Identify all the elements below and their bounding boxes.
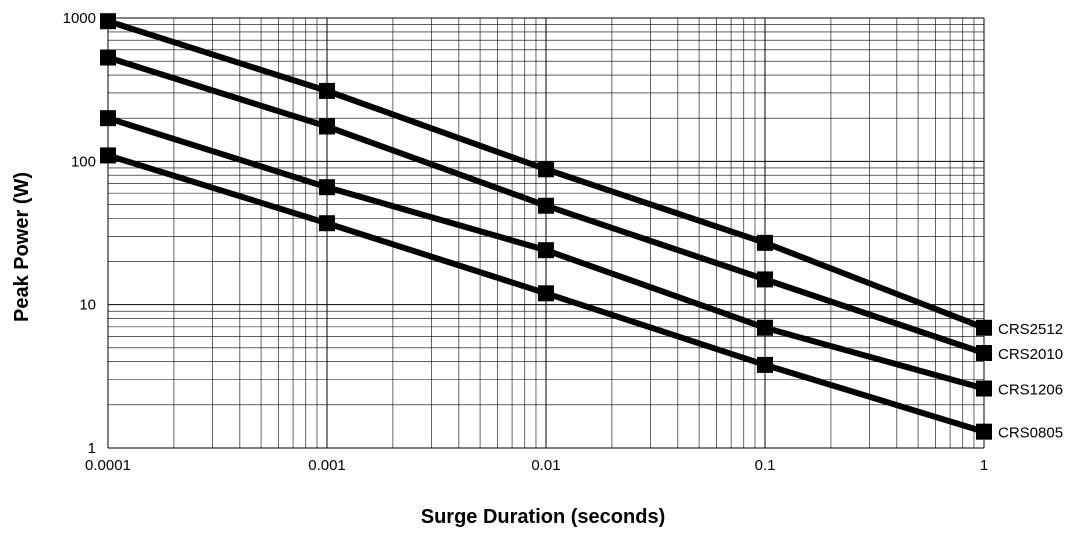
data-point-crs2512 — [757, 234, 773, 251]
series-crs1206: CRS1206 — [100, 110, 1063, 399]
data-point-crs2512 — [976, 319, 992, 336]
series-group: CRS2512 CRS2010 CRS1206 CRS0805 — [100, 13, 1063, 442]
series-crs2512: CRS2512 — [100, 13, 1063, 338]
x-tick-label: 0.1 — [755, 457, 776, 474]
data-point-crs1206 — [100, 110, 116, 127]
series-label-crs2512: CRS2512 — [998, 321, 1063, 338]
y-tick-label: 1 — [88, 440, 96, 457]
grid — [107, 17, 985, 449]
data-point-crs0805 — [319, 215, 335, 232]
series-label-crs2010: CRS2010 — [998, 346, 1063, 363]
y-tick-label: 10 — [79, 297, 96, 314]
tick-labels: 0.0001 0.001 0.01 0.1 1 1 10 100 1000 — [63, 10, 989, 474]
data-point-crs1206 — [538, 242, 554, 259]
x-axis-title: Surge Duration (seconds) — [421, 506, 665, 528]
data-point-crs1206 — [319, 179, 335, 196]
data-point-crs2010 — [976, 345, 992, 362]
data-point-crs1206 — [976, 380, 992, 397]
y-tick-label: 100 — [71, 153, 96, 170]
y-axis-title: Peak Power (W) — [11, 172, 33, 322]
data-point-crs0805 — [757, 356, 773, 373]
series-label-crs1206: CRS1206 — [998, 382, 1063, 399]
data-point-crs2010 — [319, 118, 335, 135]
data-point-crs0805 — [538, 285, 554, 302]
series-crs0805: CRS0805 — [100, 147, 1063, 442]
data-point-crs1206 — [757, 319, 773, 336]
data-point-crs0805 — [100, 147, 116, 164]
data-point-crs2512 — [100, 13, 116, 30]
data-point-crs2512 — [319, 82, 335, 99]
x-tick-label: 0.001 — [308, 457, 346, 474]
data-point-crs2512 — [538, 161, 554, 178]
x-tick-label: 0.01 — [531, 457, 560, 474]
x-tick-label: 0.0001 — [85, 457, 131, 474]
y-tick-label: 1000 — [63, 10, 96, 27]
series-label-crs0805: CRS0805 — [998, 425, 1063, 442]
data-point-crs0805 — [976, 423, 992, 440]
series-crs2010: CRS2010 — [100, 49, 1063, 363]
data-point-crs2010 — [100, 49, 116, 66]
x-tick-label: 1 — [980, 457, 988, 474]
data-point-crs2010 — [538, 197, 554, 214]
data-point-crs2010 — [757, 271, 773, 288]
